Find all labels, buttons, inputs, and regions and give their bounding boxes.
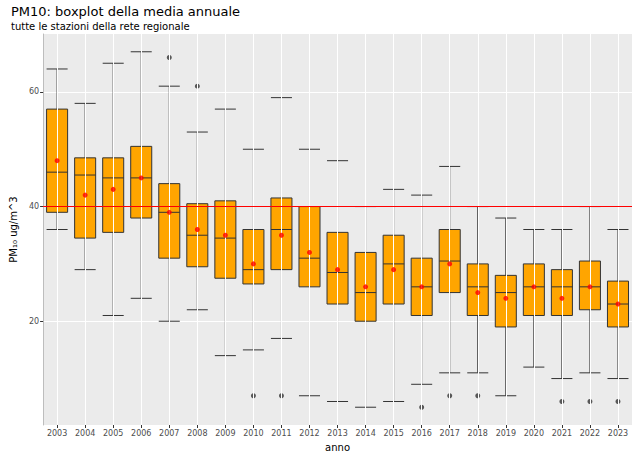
svg-text:2004: 2004 (75, 429, 95, 438)
svg-text:2022: 2022 (580, 429, 600, 438)
svg-text:2005: 2005 (103, 429, 123, 438)
svg-text:2013: 2013 (327, 429, 347, 438)
svg-text:60: 60 (29, 87, 39, 96)
svg-text:20: 20 (29, 317, 39, 326)
svg-text:2003: 2003 (47, 429, 67, 438)
svg-text:2016: 2016 (411, 429, 431, 438)
svg-text:PM10: boxplot della media annu: PM10: boxplot della media annuale (11, 4, 240, 19)
svg-text:2023: 2023 (608, 429, 628, 438)
svg-text:40: 40 (29, 202, 39, 211)
svg-text:2017: 2017 (440, 429, 460, 438)
svg-text:2019: 2019 (496, 429, 516, 438)
svg-text:2012: 2012 (299, 429, 319, 438)
svg-text:2008: 2008 (187, 429, 207, 438)
svg-text:2009: 2009 (215, 429, 235, 438)
svg-text:2018: 2018 (468, 429, 488, 438)
svg-text:anno: anno (325, 442, 350, 453)
svg-text:tutte le stazioni della rete r: tutte le stazioni della rete regionale (11, 21, 190, 32)
svg-text:2020: 2020 (524, 429, 544, 438)
svg-text:2021: 2021 (552, 429, 572, 438)
svg-text:2011: 2011 (271, 429, 291, 438)
svg-text:2014: 2014 (355, 429, 375, 438)
svg-text:2010: 2010 (243, 429, 263, 438)
svg-text:2007: 2007 (159, 429, 179, 438)
svg-text:PM₁₀ ug/m^3: PM₁₀ ug/m^3 (8, 196, 19, 262)
svg-text:2015: 2015 (383, 429, 403, 438)
svg-text:2006: 2006 (131, 429, 151, 438)
